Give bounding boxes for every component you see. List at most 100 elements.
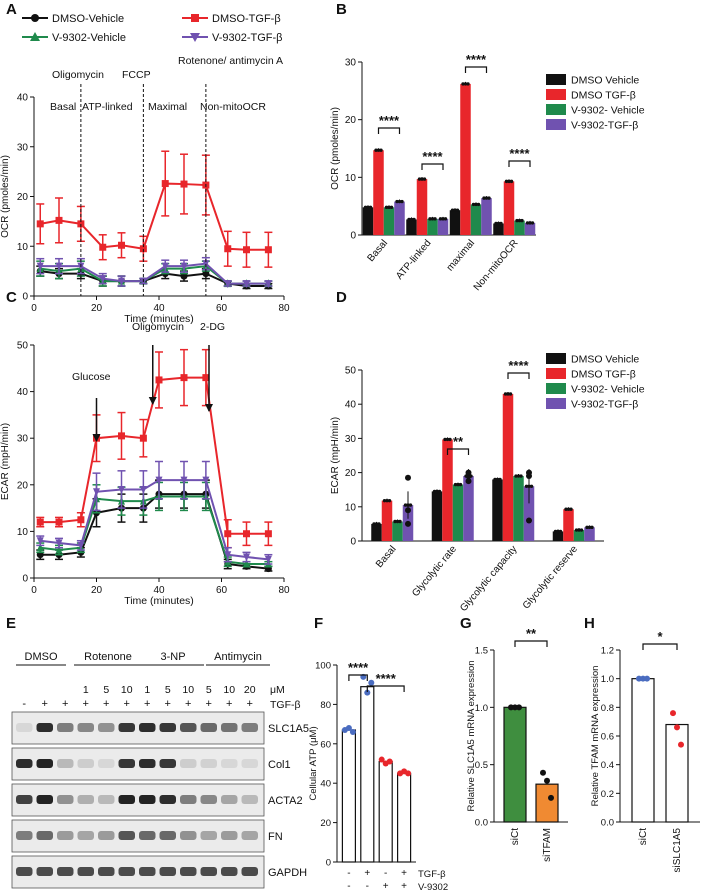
replicate-dot bbox=[445, 437, 450, 442]
legend-label-1: DMSO TGF-β bbox=[571, 90, 636, 102]
blot-tgf-mark-9: + bbox=[206, 698, 212, 710]
replicate-dot bbox=[428, 217, 432, 221]
bar-1-3 bbox=[463, 476, 474, 541]
category-label-0: siCt bbox=[638, 828, 649, 845]
phase-non-mito: Non-mitoOCR bbox=[200, 101, 266, 113]
chart-c: 0 10 20 30 40 50 ECAR (mpH/min) 0 20 40 60 80 Time (… bbox=[0, 321, 290, 607]
replicate-dot bbox=[405, 520, 411, 527]
replicate-dot bbox=[368, 679, 375, 686]
significance-label: **** bbox=[379, 113, 400, 128]
replicate-dot bbox=[515, 218, 519, 223]
blot-tgf-label: TGF-β bbox=[270, 699, 301, 711]
bar-3-0 bbox=[493, 223, 504, 235]
bar-1 bbox=[535, 783, 559, 823]
y-tick-label: 1.5 bbox=[475, 646, 488, 657]
data-point bbox=[161, 262, 169, 271]
replicate-dot bbox=[378, 756, 385, 763]
phase-atp-linked: ATP-linked bbox=[82, 101, 133, 113]
bar-0-1 bbox=[373, 150, 384, 235]
blot-protein-label-3: FN bbox=[268, 831, 283, 843]
data-point bbox=[55, 262, 63, 271]
series-line-V-9302-TGF-β bbox=[40, 262, 269, 285]
blot-band bbox=[77, 831, 94, 840]
legend-a-item-1: DMSO-TGF-β bbox=[212, 13, 281, 25]
blot-band bbox=[57, 867, 74, 876]
y-tick-label: 0.8 bbox=[601, 703, 614, 714]
data-point bbox=[264, 246, 272, 254]
blot-protein-label-1: Col1 bbox=[268, 759, 291, 771]
y-tick-label: 0.6 bbox=[601, 732, 614, 743]
replicate-dot bbox=[569, 507, 573, 511]
significance-bracket bbox=[446, 448, 470, 455]
replicate-dot bbox=[385, 498, 389, 503]
data-point bbox=[36, 518, 44, 526]
bar-3-2 bbox=[514, 220, 525, 235]
arrow-head bbox=[92, 434, 101, 442]
bar-3-1 bbox=[563, 509, 574, 541]
blot-band bbox=[57, 759, 74, 768]
replicate-dot bbox=[443, 217, 448, 221]
blot-band bbox=[159, 867, 176, 876]
blot-band bbox=[159, 831, 176, 840]
replicate-dot bbox=[517, 218, 522, 223]
replicate-dot bbox=[465, 478, 472, 485]
v9302-mark-2: + bbox=[383, 881, 389, 892]
replicate-dot bbox=[556, 529, 560, 534]
blot-band bbox=[16, 831, 33, 840]
replicate-dot bbox=[441, 217, 445, 221]
bar-1-1 bbox=[416, 179, 428, 235]
injection-oligomycin-a: Oligomycin bbox=[52, 69, 104, 81]
bar-1-3 bbox=[437, 218, 449, 235]
injection-fccp-a: FCCP bbox=[122, 69, 151, 81]
blot-band bbox=[200, 867, 217, 876]
blot-band bbox=[180, 795, 197, 804]
significance-label: **** bbox=[508, 358, 529, 373]
x-tick-label: 40 bbox=[153, 585, 165, 596]
replicate-dot bbox=[417, 177, 422, 181]
injection-label: Oligomycin bbox=[132, 321, 184, 333]
blot-band bbox=[16, 867, 33, 876]
data-point bbox=[243, 559, 250, 568]
x-tick-label: 0 bbox=[31, 303, 37, 314]
x-axis-label: Time (minutes) bbox=[124, 595, 194, 607]
data-point bbox=[224, 530, 232, 538]
replicate-dot bbox=[463, 82, 468, 86]
bar-1-1 bbox=[442, 439, 453, 541]
blot-band bbox=[98, 795, 115, 804]
legend-label-3: V-9302-TGF-β bbox=[571, 399, 638, 411]
replicate-dot bbox=[437, 489, 442, 494]
blot-band bbox=[77, 723, 94, 732]
replicate-dot bbox=[466, 82, 470, 86]
y-axis-label: OCR (pmoles/min) bbox=[330, 107, 341, 190]
replicate-dot bbox=[349, 728, 356, 735]
replicate-dot bbox=[465, 469, 472, 476]
bar-0 bbox=[341, 729, 356, 863]
replicate-dot bbox=[670, 710, 676, 717]
y-axis-label: ECAR (mpH/min) bbox=[330, 417, 341, 494]
blot-band bbox=[57, 723, 74, 732]
replicate-dot bbox=[412, 217, 416, 222]
blot-band bbox=[221, 723, 238, 732]
blot-band bbox=[139, 759, 156, 768]
chart-f: 0 20 40 60 80 100 Cellular ATP (μM) **** **** - + -… bbox=[308, 660, 448, 893]
replicate-dot bbox=[678, 741, 684, 748]
significance-bracket bbox=[642, 643, 678, 650]
blot-protein-label-4: GAPDH bbox=[268, 867, 307, 879]
data-point bbox=[224, 280, 232, 289]
replicate-dot bbox=[528, 221, 532, 225]
data-point bbox=[55, 545, 63, 554]
v9302-mark-3: + bbox=[401, 881, 407, 892]
y-tick-label: 1.0 bbox=[601, 674, 614, 685]
y-tick-label: 10 bbox=[345, 173, 357, 184]
blot-band bbox=[57, 831, 74, 840]
blot-band bbox=[241, 795, 258, 804]
blot-band bbox=[118, 831, 135, 840]
blot-band bbox=[241, 723, 258, 732]
blot-band bbox=[36, 759, 53, 768]
panel-label-b: B bbox=[336, 1, 347, 18]
replicate-dot bbox=[526, 517, 532, 524]
replicate-dot bbox=[471, 202, 476, 207]
replicate-dot bbox=[379, 148, 383, 152]
blot-band bbox=[139, 867, 156, 876]
y-tick-label: 20 bbox=[17, 192, 29, 203]
